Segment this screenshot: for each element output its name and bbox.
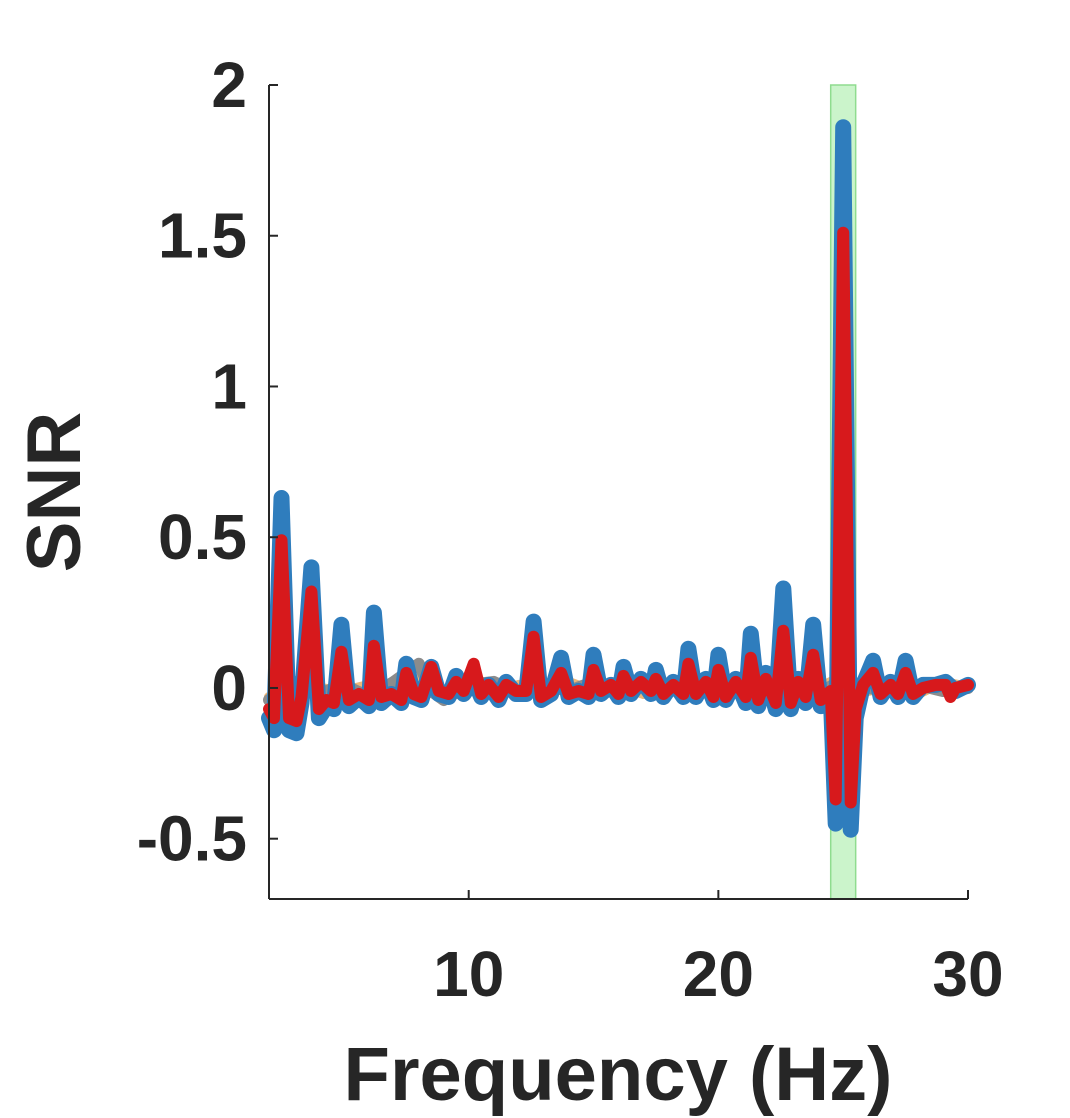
y-tick-label: 1.5 bbox=[158, 200, 247, 272]
axes bbox=[268, 85, 968, 900]
x-tick-label: 30 bbox=[932, 938, 1003, 1010]
x-ticks: 10 20 30 bbox=[433, 890, 1004, 1010]
y-tick-label: -0.5 bbox=[137, 803, 247, 875]
x-tick-label: 20 bbox=[683, 938, 754, 1010]
series-line-4 bbox=[263, 226, 974, 809]
y-tick-label: 0 bbox=[211, 652, 247, 724]
y-axis-title: SNR bbox=[12, 412, 97, 572]
y-ticks: -0.5 0 0.5 1 1.5 2 bbox=[137, 49, 278, 875]
series-layer bbox=[261, 119, 976, 838]
x-tick-label: 10 bbox=[433, 938, 504, 1010]
y-tick-label: 1 bbox=[211, 350, 247, 422]
y-tick-label: 0.5 bbox=[158, 501, 247, 573]
y-tick-label: 2 bbox=[211, 49, 247, 121]
x-axis-title: Frequency (Hz) bbox=[344, 1032, 893, 1117]
